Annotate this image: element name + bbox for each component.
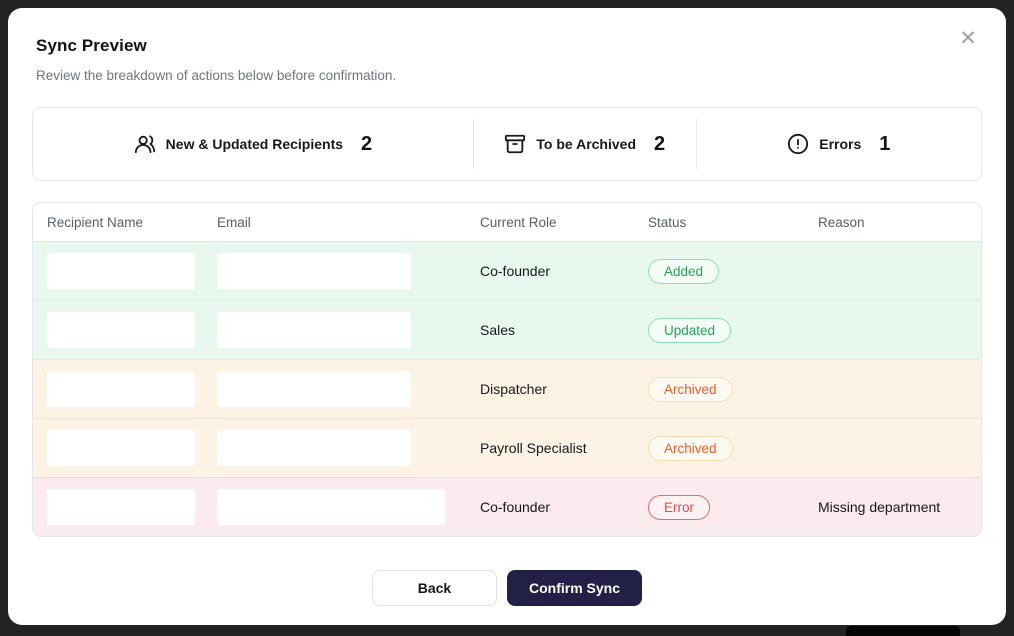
redacted-email-box — [217, 430, 411, 466]
column-header-email: Email — [217, 214, 251, 230]
status-badge: Archived — [648, 435, 733, 461]
redacted-email-box — [217, 489, 445, 525]
status-cell: Archived — [648, 376, 818, 402]
redacted-name-box — [47, 430, 195, 466]
confirm-sync-button[interactable]: Confirm Sync — [506, 570, 642, 606]
redacted-name-box — [47, 253, 195, 289]
column-header-current-role: Current Role — [480, 214, 557, 230]
role-cell: Payroll Specialist — [480, 440, 587, 456]
recipient-name-cell — [47, 312, 217, 348]
stat-new-updated: New & Updated Recipients 2 — [33, 108, 473, 180]
back-button[interactable]: Back — [371, 570, 497, 606]
recipient-name-cell — [47, 253, 217, 289]
status-badge: Error — [648, 494, 710, 520]
sync-preview-table: Recipient Name Email Current Role Status… — [32, 202, 982, 537]
table-header-row: Recipient Name Email Current Role Status… — [33, 203, 981, 241]
stat-label: To be Archived — [536, 136, 636, 152]
divider — [695, 119, 697, 169]
divider — [472, 119, 474, 169]
table-row: Dispatcher Archived — [33, 359, 981, 418]
users-icon — [134, 133, 156, 155]
stat-label: New & Updated Recipients — [165, 136, 344, 152]
stat-count: 1 — [879, 132, 891, 155]
recipient-name-cell — [47, 371, 217, 407]
stat-count: 2 — [654, 132, 666, 155]
email-cell — [217, 312, 480, 348]
email-cell — [217, 253, 480, 289]
background-element — [846, 626, 960, 636]
stat-errors: Errors 1 — [697, 108, 981, 180]
redacted-email-box — [217, 253, 411, 289]
table-row: Co-founder Error Missing department — [33, 477, 981, 536]
status-badge: Updated — [648, 317, 732, 343]
stat-count: 2 — [361, 132, 373, 155]
page-title: Sync Preview — [36, 36, 147, 55]
email-cell — [217, 489, 480, 525]
status-cell: Added — [648, 258, 818, 284]
table-row: Co-founder Added — [33, 241, 981, 300]
archive-icon — [504, 133, 526, 155]
table-body: Co-founder Added Sales Updated Dispatche… — [33, 241, 981, 536]
modal-footer: Back Confirm Sync — [8, 570, 1006, 606]
close-icon[interactable]: ✕ — [954, 25, 982, 53]
recipient-name-cell — [47, 489, 217, 525]
redacted-name-box — [47, 489, 195, 525]
redacted-name-box — [47, 312, 195, 348]
redacted-email-box — [217, 371, 411, 407]
alert-circle-icon — [787, 133, 809, 155]
status-cell: Updated — [648, 317, 818, 343]
role-cell: Sales — [480, 322, 516, 338]
stat-label: Errors — [819, 136, 862, 152]
redacted-name-box — [47, 371, 195, 407]
status-cell: Archived — [648, 435, 818, 461]
sync-preview-modal: Sync Preview Review the breakdown of act… — [8, 8, 1006, 625]
column-header-status: Status — [648, 214, 687, 230]
modal-header: Sync Preview Review the breakdown of act… — [8, 8, 1006, 83]
status-badge: Archived — [648, 376, 733, 402]
role-cell: Co-founder — [480, 499, 551, 515]
modal-subtitle: Review the breakdown of actions below be… — [36, 68, 397, 83]
email-cell — [217, 430, 480, 466]
table-row: Payroll Specialist Archived — [33, 418, 981, 477]
column-header-reason: Reason — [818, 214, 865, 230]
stat-to-be-archived: To be Archived 2 — [474, 108, 696, 180]
redacted-email-box — [217, 312, 411, 348]
role-cell: Dispatcher — [480, 381, 547, 397]
summary-bar: New & Updated Recipients 2 To be Archive… — [32, 107, 982, 181]
column-header-recipient-name: Recipient Name — [47, 214, 144, 230]
status-badge: Added — [648, 258, 720, 284]
status-cell: Error — [648, 494, 818, 520]
email-cell — [217, 371, 480, 407]
role-cell: Co-founder — [480, 263, 551, 279]
reason-cell: Missing department — [818, 499, 941, 515]
table-row: Sales Updated — [33, 300, 981, 359]
recipient-name-cell — [47, 430, 217, 466]
